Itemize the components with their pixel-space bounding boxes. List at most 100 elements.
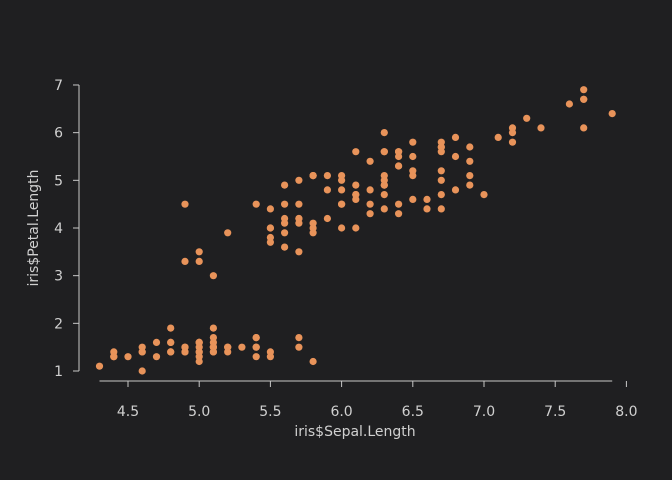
data-point (352, 195, 360, 203)
data-point (437, 205, 445, 213)
data-point (423, 195, 431, 203)
data-point (266, 205, 274, 213)
y-tick-label: 3 (54, 269, 63, 285)
data-point (437, 167, 445, 175)
data-point (181, 348, 189, 356)
data-points (95, 86, 616, 375)
y-tick-label: 1 (54, 364, 63, 380)
y-tick-label: 5 (54, 173, 63, 189)
data-point (266, 238, 274, 246)
data-point (380, 205, 388, 213)
data-point (480, 191, 488, 199)
data-point (580, 124, 588, 132)
data-point (323, 172, 331, 180)
data-point (437, 176, 445, 184)
data-point (295, 248, 303, 256)
data-point (124, 353, 132, 361)
data-point (167, 348, 175, 356)
data-point (451, 152, 460, 161)
data-point (295, 200, 303, 208)
data-point (451, 133, 460, 141)
data-point (209, 272, 217, 280)
data-point (252, 353, 260, 361)
data-point (195, 348, 203, 356)
data-point (195, 257, 203, 265)
data-point (195, 338, 203, 346)
data-point (110, 353, 118, 361)
data-point (395, 152, 403, 161)
data-point (437, 143, 445, 151)
data-point (451, 186, 460, 194)
data-point (466, 143, 474, 151)
y-tick-label: 4 (54, 221, 63, 237)
data-point (252, 200, 260, 208)
data-point (323, 186, 331, 194)
data-point (494, 133, 502, 141)
data-point (152, 338, 161, 346)
data-point (266, 353, 274, 361)
data-point (466, 157, 474, 165)
data-point (352, 181, 360, 189)
data-point (580, 95, 588, 103)
data-point (508, 138, 517, 146)
data-point (295, 334, 303, 342)
data-point (565, 100, 574, 108)
x-tick-label: 5.0 (188, 404, 210, 420)
data-point (281, 181, 289, 189)
data-point (181, 257, 189, 265)
x-axis-title: iris$Sepal.Length (294, 424, 415, 440)
data-point (395, 162, 403, 170)
data-point (338, 186, 346, 194)
x-tick-label: 7.0 (473, 404, 495, 420)
data-point (209, 324, 217, 332)
data-point (138, 348, 146, 356)
data-point (309, 172, 317, 180)
data-point (366, 157, 374, 165)
data-point (295, 219, 303, 227)
y-tick-label: 2 (54, 316, 63, 332)
data-point (152, 353, 161, 361)
x-tick-label: 7.5 (544, 404, 566, 420)
data-point (380, 129, 388, 137)
data-point (380, 176, 388, 184)
data-point (138, 367, 146, 375)
y-axis-title: iris$Petal.Length (26, 170, 42, 287)
data-point (281, 200, 289, 208)
x-tick-label: 4.5 (117, 404, 139, 420)
data-point (95, 362, 104, 370)
data-point (409, 152, 417, 161)
data-point (309, 357, 317, 366)
data-point (281, 214, 289, 223)
x-tick-label: 8.0 (615, 404, 637, 420)
y-axis-ticks: 1 2 3 4 5 6 7 (54, 78, 79, 380)
data-point (423, 205, 431, 213)
y-tick-label: 6 (54, 126, 63, 142)
data-point (238, 343, 246, 351)
data-point (608, 110, 616, 118)
data-point (338, 176, 346, 184)
data-point (395, 210, 403, 218)
data-point (295, 343, 303, 351)
data-point (209, 338, 217, 346)
data-point (352, 148, 360, 156)
y-tick-label: 7 (54, 78, 63, 94)
data-point (508, 129, 517, 137)
data-point (437, 191, 445, 199)
data-point (409, 195, 417, 203)
data-point (195, 248, 203, 256)
data-point (224, 229, 232, 237)
data-point (252, 343, 260, 351)
data-point (537, 124, 545, 132)
data-point (224, 343, 232, 351)
data-point (295, 176, 303, 184)
data-point (380, 191, 388, 199)
data-point (281, 229, 289, 237)
x-tick-label: 5.5 (259, 404, 281, 420)
data-point (366, 186, 374, 194)
x-tick-label: 6.0 (330, 404, 352, 420)
data-point (366, 200, 374, 208)
data-point (338, 200, 346, 208)
data-point (181, 200, 189, 208)
data-point (580, 86, 588, 94)
